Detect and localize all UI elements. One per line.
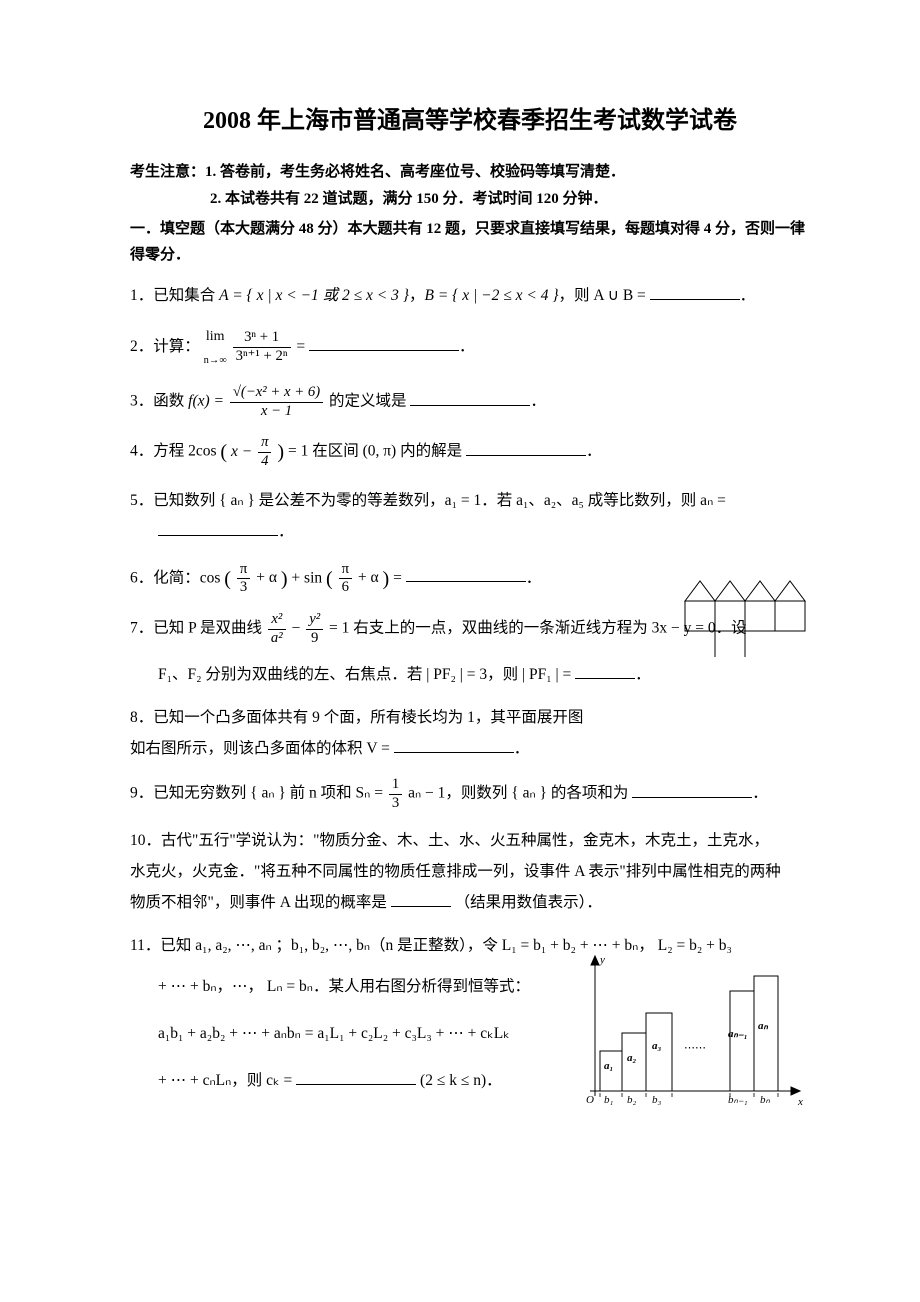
dots-label: ⋯⋯ [684, 1042, 706, 1054]
q10-l2: 水克火，火克金．"将五种不同属性的物质任意排成一列，设事件 A 表示"排列中属性… [130, 863, 781, 880]
q2-tail: = [296, 338, 309, 355]
q4-mid: = 1 在区间 (0, π) 内的解是 [288, 443, 466, 460]
q2-end: ． [459, 338, 475, 355]
q1-setB: B = { x | −2 ≤ x < 4 } [425, 287, 559, 304]
q8-line1: 8．已知一个凸多面体共有 9 个面，所有棱长均为 1，其平面展开图 [130, 709, 583, 726]
q7-n1: x² [268, 611, 286, 630]
q7-n2: y² [306, 611, 323, 630]
q8-end: ． [514, 740, 530, 757]
section-heading: 一．填空题（本大题满分 48 分）本大题共有 12 题，只要求直接填写结果，每题… [130, 217, 810, 268]
q9-end: ． [752, 785, 768, 802]
q11-l4a: + ⋯ + cₙLₙ，则 cₖ = [158, 1072, 296, 1089]
q6-prefix: 6．化简：cos [130, 569, 220, 586]
page-title: 2008 年上海市普通高等学校春季招生考试数学试卷 [130, 100, 810, 143]
q11-l1: 11．已知 a₁, a₂, ⋯, aₙ ；b₁, b₂, ⋯, bₙ（n 是正整… [130, 930, 810, 961]
question-5: 5．已知数列 { aₙ } 是公差不为零的等差数列，a₁ = 1．若 a₁、a₂… [130, 485, 810, 547]
q7-line1a: 7．已知 P 是双曲线 [130, 620, 266, 637]
q7-minus: − [292, 620, 305, 637]
q11-blank [296, 1068, 416, 1085]
question-3: 3．函数 f(x) = √(−x² + x + 6) x − 1 的定义域是 ． [130, 384, 810, 420]
q6-end: ． [526, 569, 542, 586]
q8-blank [394, 737, 514, 754]
notice-block: 考生注意：1. 答卷前，考生务必将姓名、高考座位号、校验码等填写清楚． 2. 本… [130, 159, 810, 213]
notice-text-1: 1. 答卷前，考生务必将姓名、高考座位号、校验码等填写清楚． [205, 164, 625, 180]
q2-den: 3ⁿ⁺¹ + 2ⁿ [233, 348, 291, 366]
q8-line2: 如右图所示，则该凸多面体的体积 V = [130, 740, 394, 757]
q7-d2: 9 [306, 630, 323, 648]
bn-label: bₙ [760, 1094, 771, 1106]
question-2: 2．计算： lim n→∞ 3ⁿ + 1 3ⁿ⁺¹ + 2ⁿ = ． [130, 323, 810, 372]
b2-label: b₂ [627, 1094, 637, 1106]
q2-blank [309, 335, 459, 352]
q4-prefix: 4．方程 2cos [130, 443, 217, 460]
q3-prefix: 3．函数 [130, 393, 188, 410]
polyhedron-net-figure [680, 571, 820, 657]
question-8: 8．已知一个凸多面体共有 9 个面，所有棱长均为 1，其平面展开图 如右图所示，… [130, 702, 810, 764]
question-4: 4．方程 2cos ( x − π4 ) = 1 在区间 (0, π) 内的解是… [130, 432, 810, 472]
notice-line-1: 考生注意：1. 答卷前，考生务必将姓名、高考座位号、校验码等填写清楚． [130, 159, 810, 186]
q6-tail: = [393, 569, 406, 586]
a2-label: a₂ [627, 1052, 637, 1064]
q1-mid: ， [409, 287, 425, 304]
q2-sub: n→∞ [204, 351, 227, 372]
q1-tail: ，则 A ∪ B = [559, 287, 650, 304]
q1-text: 1．已知集合 [130, 287, 219, 304]
q7-blank [575, 663, 635, 680]
q7-line2: F₁、F₂ 分别为双曲线的左、右焦点．若 | PF₂ | = 3，则 | PF₁… [158, 666, 575, 683]
q3-fx: f(x) = [188, 393, 228, 410]
q5-blank [158, 519, 278, 536]
q6-blank [406, 566, 526, 583]
q4-blank [466, 440, 586, 457]
q3-den: x − 1 [230, 403, 323, 421]
q1-blank [650, 284, 740, 301]
question-7: 7．已知 P 是双曲线 x²a² − y²9 = 1 右支上的一点，双曲线的一条… [130, 611, 810, 690]
q4-end: ． [586, 443, 602, 460]
question-11: 11．已知 a₁, a₂, ⋯, aₙ ；b₁, b₂, ⋯, bₙ（n 是正整… [130, 930, 810, 1121]
q10-l3a: 物质不相邻"，则事件 A 出现的概率是 [130, 894, 391, 911]
notice-line-2: 2. 本试卷共有 22 道试题，满分 150 分．考试时间 120 分钟． [130, 186, 810, 213]
q3-frac: √(−x² + x + 6) x − 1 [230, 384, 323, 420]
q10-l3b: （结果用数值表示）． [455, 894, 602, 911]
q7-d1: a² [268, 630, 286, 648]
q9-prefix: 9．已知无穷数列 { aₙ } 前 n 项和 Sₙ = [130, 785, 387, 802]
q3-blank [410, 389, 530, 406]
q2-lim: lim [204, 323, 227, 351]
q1-setA: A = { x | x < −1 或 2 ≤ x < 3 } [219, 287, 409, 304]
q3-num-text: √(−x² + x + 6) [233, 384, 320, 400]
q9-blank [632, 782, 752, 799]
q3-num: √(−x² + x + 6) [230, 384, 323, 403]
q2-num: 3ⁿ + 1 [233, 329, 291, 348]
q6-mid: + sin [291, 569, 322, 586]
q9-mid: aₙ − 1，则数列 { aₙ } 的各项和为 [408, 785, 632, 802]
q3-tail: 的定义域是 [329, 393, 410, 410]
b1-label: b₁ [604, 1094, 614, 1106]
q9-num: 1 [389, 776, 402, 795]
question-1: 1．已知集合 A = { x | x < −1 或 2 ≤ x < 3 }，B … [130, 280, 810, 311]
q10-blank [391, 890, 451, 907]
q10-l1: 10．古代"五行"学说认为："物质分金、木、土、水、火五种属性，金克木，木克土，… [130, 832, 769, 849]
q5-end: ． [278, 523, 294, 540]
origin-label: O [586, 1094, 594, 1106]
an-label: aₙ [758, 1020, 769, 1032]
q7-end: ． [635, 666, 651, 683]
a1-label: a₁ [604, 1060, 613, 1072]
b3-label: b₃ [652, 1094, 662, 1106]
q11-l4b: (2 ≤ k ≤ n)． [416, 1072, 501, 1089]
q2-prefix: 2．计算： [130, 338, 200, 355]
bar-chart-figure: y x O b₁ b₂ b₃ bₙ₋₁ bₙ a₁ a₂ a₃ aₙ₋₁ aₙ … [580, 951, 810, 1121]
q1-end: ． [740, 287, 756, 304]
x-axis-label: x [797, 1096, 803, 1108]
a3-label: a₃ [652, 1040, 662, 1052]
question-9: 9．已知无穷数列 { aₙ } 前 n 项和 Sₙ = 13 aₙ − 1，则数… [130, 776, 810, 812]
bn1-label: bₙ₋₁ [728, 1094, 748, 1106]
q2-frac: 3ⁿ + 1 3ⁿ⁺¹ + 2ⁿ [233, 329, 291, 365]
q5-line1: 5．已知数列 { aₙ } 是公差不为零的等差数列，a₁ = 1．若 a₁、a₂… [130, 492, 726, 509]
an1-label: aₙ₋₁ [728, 1028, 748, 1040]
q9-den: 3 [389, 795, 402, 813]
notice-label: 考生注意： [130, 164, 205, 180]
question-10: 10．古代"五行"学说认为："物质分金、木、土、水、火五种属性，金克木，木克土，… [130, 825, 810, 918]
q3-end: ． [530, 393, 546, 410]
